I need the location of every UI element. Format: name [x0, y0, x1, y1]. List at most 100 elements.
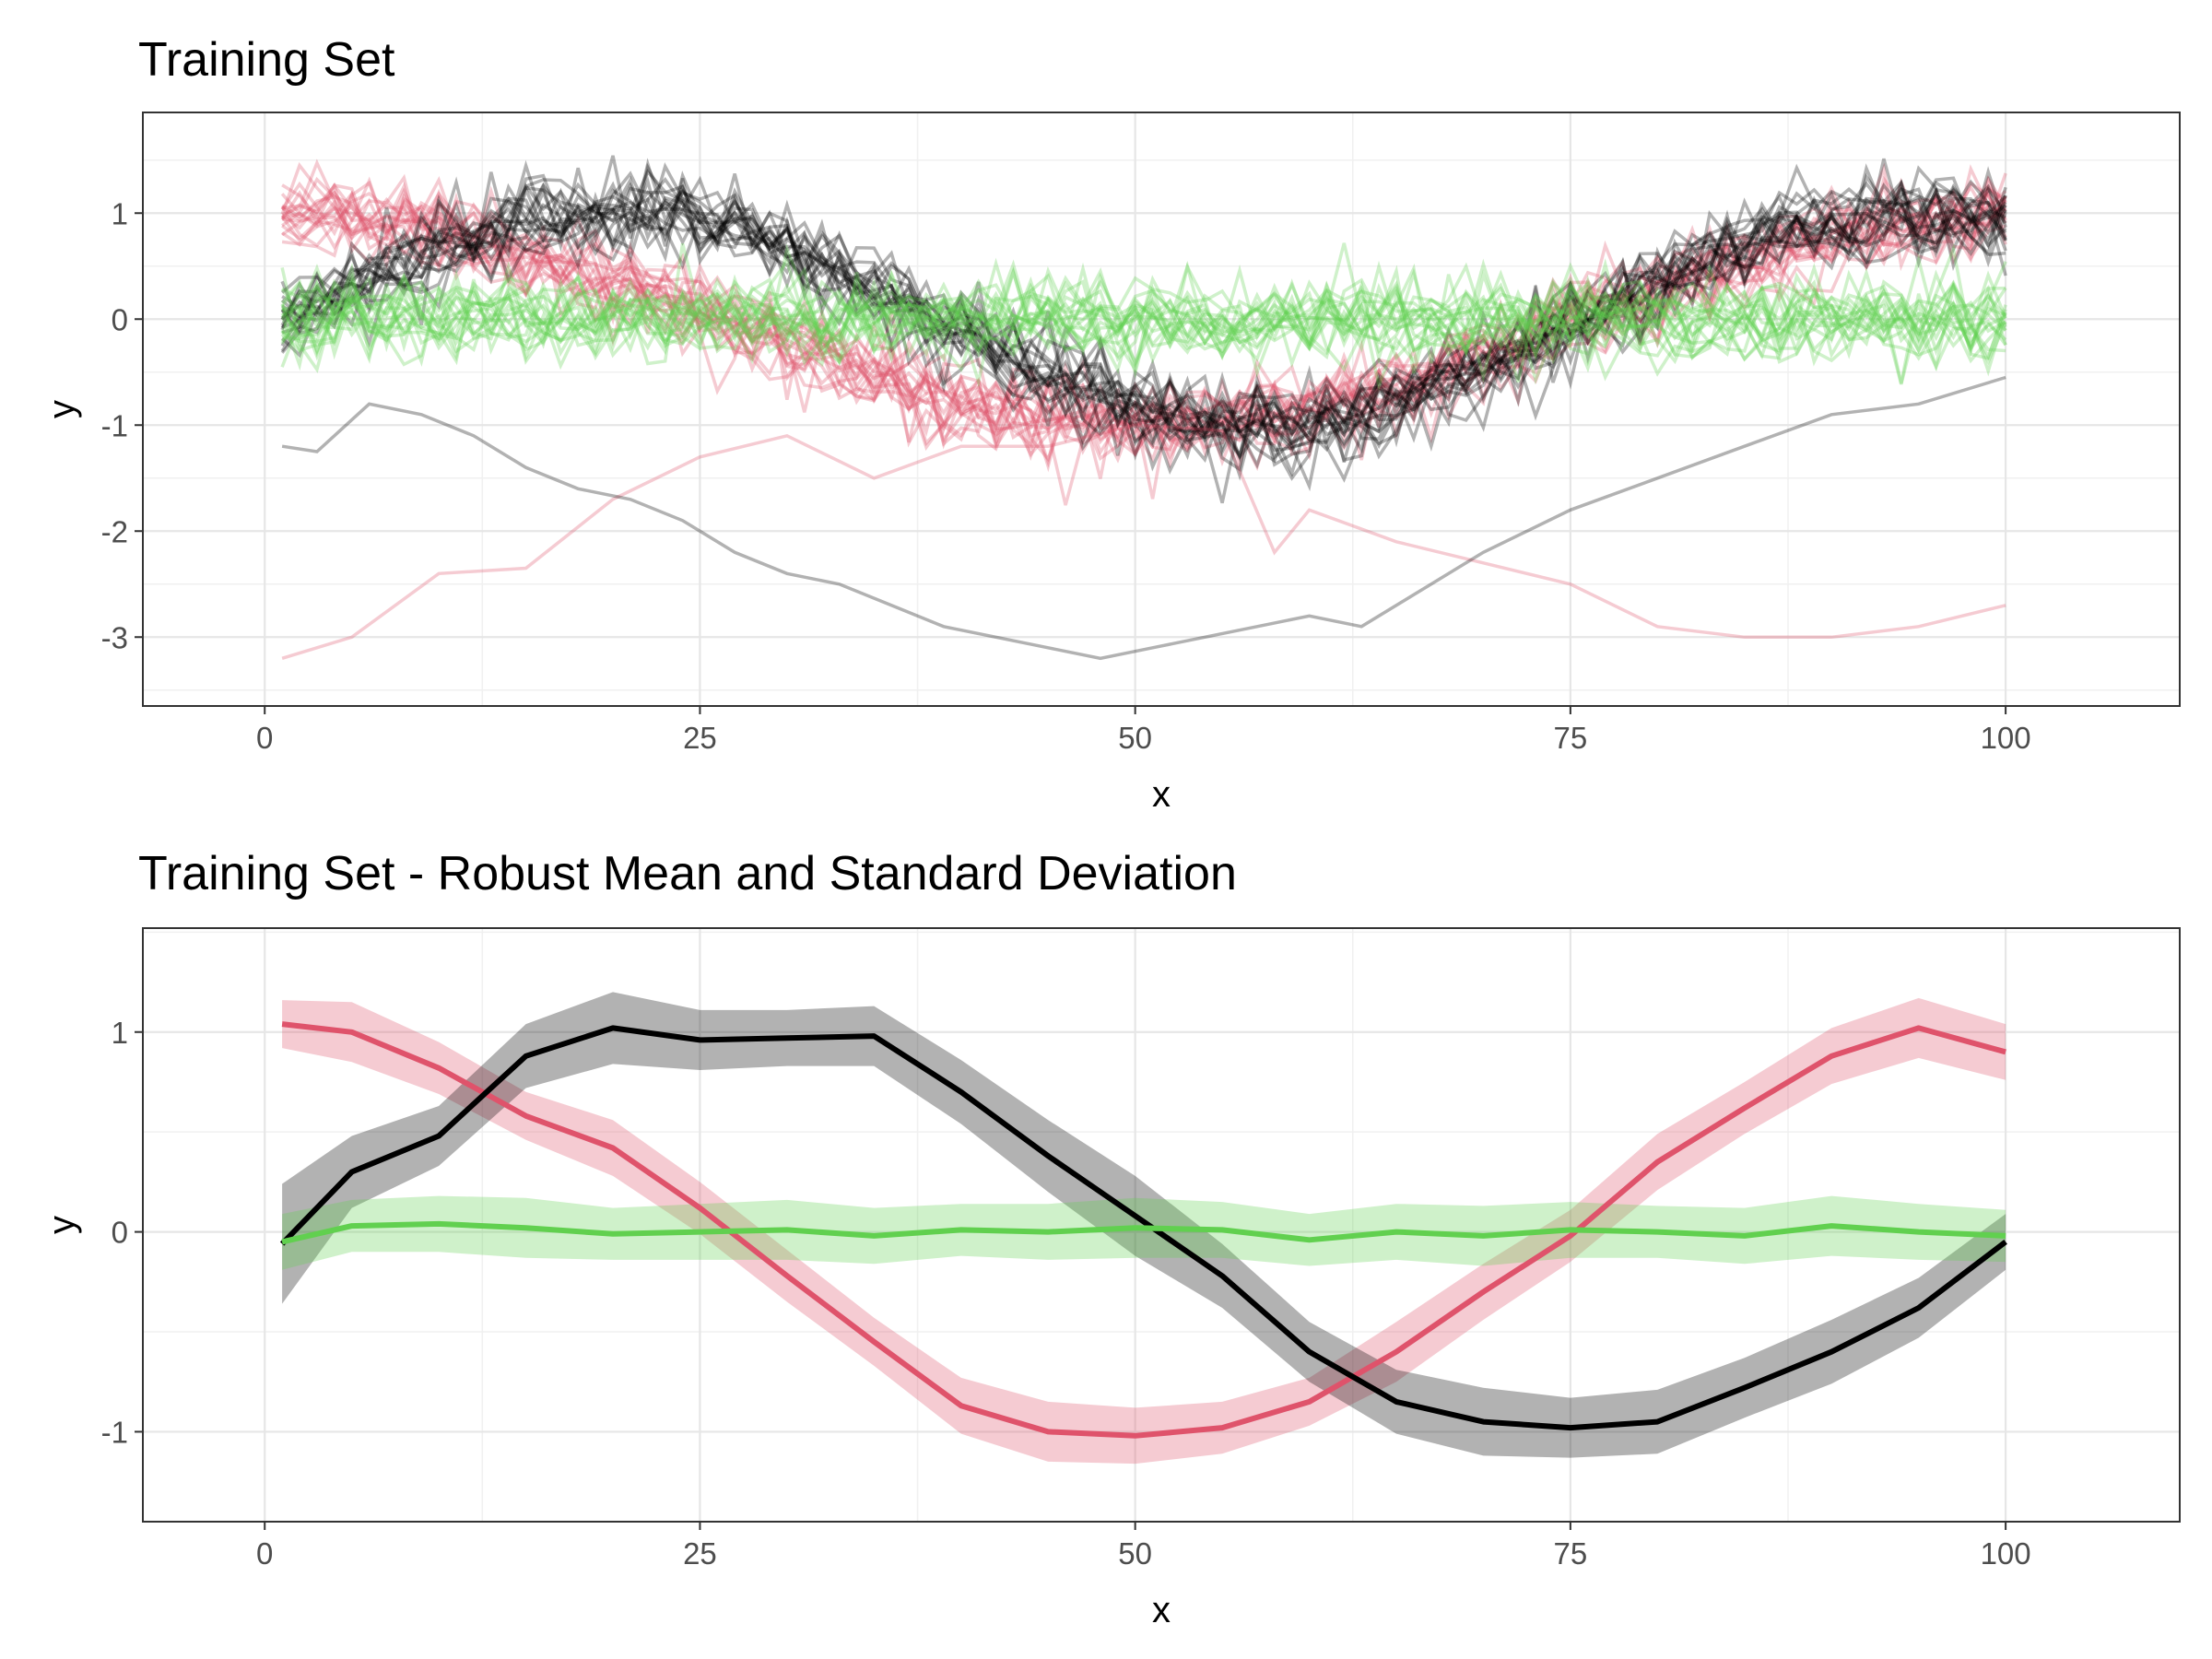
training-curve — [280, 166, 2007, 445]
x-tick-label: 100 — [1981, 1536, 2031, 1571]
training-curve — [280, 159, 2007, 492]
training-curve — [280, 269, 2007, 392]
y-tick-label: -3 — [101, 620, 128, 654]
plot-ribbons-and-means — [279, 992, 2007, 1465]
x-tick-label: 25 — [683, 721, 717, 755]
training-curve — [280, 162, 2007, 478]
y-tick-label: -2 — [101, 514, 128, 548]
training-curve — [281, 180, 2007, 461]
training-curve — [280, 182, 2007, 483]
x-axis-ticks: 0 25 50 75 100 — [256, 1522, 2031, 1571]
training-curve — [280, 161, 2007, 450]
training-curve — [280, 185, 2007, 443]
training-curve — [281, 181, 2007, 450]
training-curve — [280, 257, 2007, 366]
training-curve — [280, 175, 2007, 460]
training-curve — [280, 178, 2007, 472]
training-curve — [281, 175, 2007, 450]
grid — [143, 112, 2180, 706]
training-curve — [280, 182, 2006, 464]
training-curve — [281, 176, 2007, 464]
training-curve — [281, 175, 2006, 453]
plot-border — [142, 112, 2181, 707]
y-axis-label: y — [41, 1216, 82, 1234]
x-tick-label: 100 — [1981, 721, 2031, 755]
training-curve — [280, 195, 2007, 467]
training-curve — [280, 184, 2007, 457]
plot-border — [142, 927, 2181, 1523]
training-curve — [280, 262, 2006, 366]
training-curve — [280, 242, 2007, 368]
robust-mean-line — [281, 1021, 2006, 1439]
training-curve — [280, 188, 2007, 446]
training-curve — [281, 262, 2007, 372]
y-axis-ticks: 1 0 -1 -2 -3 — [101, 196, 143, 654]
outlier-curve — [281, 423, 2006, 660]
training-set-panel: Training Set 0 25 50 75 100 1 0 -1 -2 -3 x y — [41, 33, 2181, 815]
robust-mean-sd-panel: Training Set - Robust Mean and Standard … — [41, 847, 2181, 1630]
training-curve — [280, 268, 2007, 382]
sd-ribbon — [282, 1195, 2006, 1270]
training-curve — [281, 173, 2007, 468]
panel-title: Training Set - Robust Mean and Standard … — [138, 847, 1237, 900]
training-curve — [281, 158, 2007, 454]
training-curve — [280, 171, 2007, 481]
x-axis-ticks: 0 25 50 75 100 — [256, 706, 2031, 755]
x-tick-label: 50 — [1118, 721, 1152, 755]
y-tick-label: -1 — [101, 1415, 128, 1449]
training-curve — [280, 181, 2007, 481]
panel-title: Training Set — [138, 33, 395, 87]
y-tick-label: 0 — [112, 302, 128, 336]
training-curve — [280, 259, 2006, 364]
sd-ribbon — [282, 997, 2006, 1465]
training-curve — [282, 269, 2007, 384]
x-tick-label: 75 — [1554, 721, 1588, 755]
outlier-curve — [281, 375, 2006, 661]
x-tick-label: 75 — [1554, 1536, 1588, 1571]
training-curve — [281, 159, 2007, 458]
training-curve — [281, 165, 2007, 459]
plot-lines — [280, 155, 2007, 661]
training-curve — [280, 177, 2007, 452]
robust-mean-line — [281, 1220, 2006, 1245]
training-curve — [281, 167, 2007, 461]
training-curve — [281, 169, 2006, 456]
x-axis-label: x — [1152, 774, 1171, 815]
training-curve — [280, 162, 2006, 475]
training-curve — [281, 190, 2007, 479]
y-axis-ticks: 1 0 -1 — [101, 1016, 143, 1449]
training-curve — [281, 263, 2007, 385]
training-curve — [281, 164, 2007, 457]
y-axis-label: y — [41, 400, 82, 418]
training-curve — [280, 261, 2007, 383]
training-curve — [281, 184, 2006, 462]
training-curve — [280, 265, 2006, 361]
training-curve — [280, 243, 2007, 367]
training-curve — [280, 176, 2007, 467]
training-curve — [280, 261, 2007, 388]
training-curve — [280, 257, 2007, 377]
x-tick-label: 50 — [1118, 1536, 1152, 1571]
training-curve — [280, 170, 2007, 504]
training-curve — [280, 269, 2006, 373]
robust-mean-line — [279, 1025, 2007, 1431]
training-curve — [281, 162, 2007, 500]
training-curve — [281, 172, 2007, 460]
y-tick-label: 1 — [112, 1016, 128, 1050]
y-tick-label: -1 — [101, 408, 128, 442]
training-curve — [280, 181, 2007, 506]
training-curve — [281, 185, 2006, 462]
training-curve — [281, 242, 2007, 379]
training-curve — [281, 155, 2007, 472]
x-tick-label: 0 — [256, 721, 273, 755]
training-curve — [280, 267, 2007, 385]
training-curve — [281, 185, 2007, 464]
training-curve — [280, 163, 2007, 460]
y-tick-label: 0 — [112, 1216, 128, 1250]
x-tick-label: 0 — [256, 1536, 273, 1571]
x-axis-label: x — [1152, 1590, 1171, 1630]
training-curve — [281, 183, 2006, 473]
training-curve — [281, 258, 2007, 375]
x-tick-label: 25 — [683, 1536, 717, 1571]
